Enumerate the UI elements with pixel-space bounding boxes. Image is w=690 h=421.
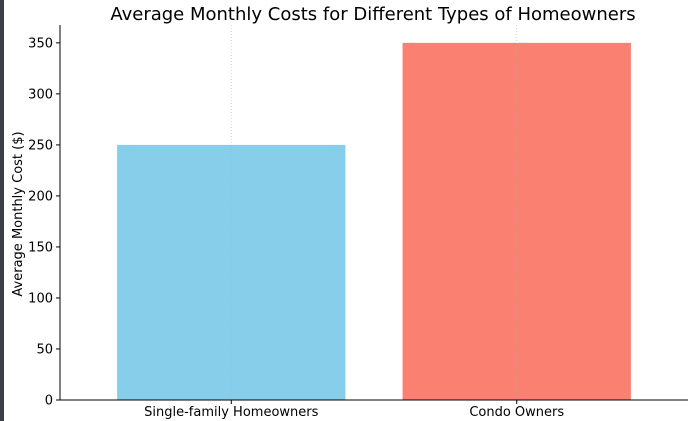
window-edge-strip — [0, 0, 4, 421]
y-tick-label: 150 — [28, 240, 53, 255]
chart-title: Average Monthly Costs for Different Type… — [110, 4, 635, 25]
y-tick-label: 50 — [36, 342, 53, 357]
axes — [59, 25, 688, 401]
y-tick-label: 300 — [28, 87, 53, 102]
y-ticks: 0 50 100 150 200 250 300 350 — [28, 36, 60, 409]
grid — [230, 25, 518, 400]
y-axis-label: Average Monthly Cost ($) — [11, 131, 26, 296]
y-tick-label: 100 — [28, 291, 53, 306]
bars — [117, 42, 631, 400]
x-ticks: Single-family Homeowners Condo Owners — [144, 400, 564, 420]
x-tick-label: Single-family Homeowners — [144, 405, 318, 420]
y-tick-label: 250 — [28, 138, 53, 153]
y-tick-label: 200 — [28, 189, 53, 204]
y-tick-label: 350 — [28, 36, 53, 51]
x-tick-label: Condo Owners — [469, 405, 564, 420]
y-tick-label: 0 — [45, 394, 53, 409]
